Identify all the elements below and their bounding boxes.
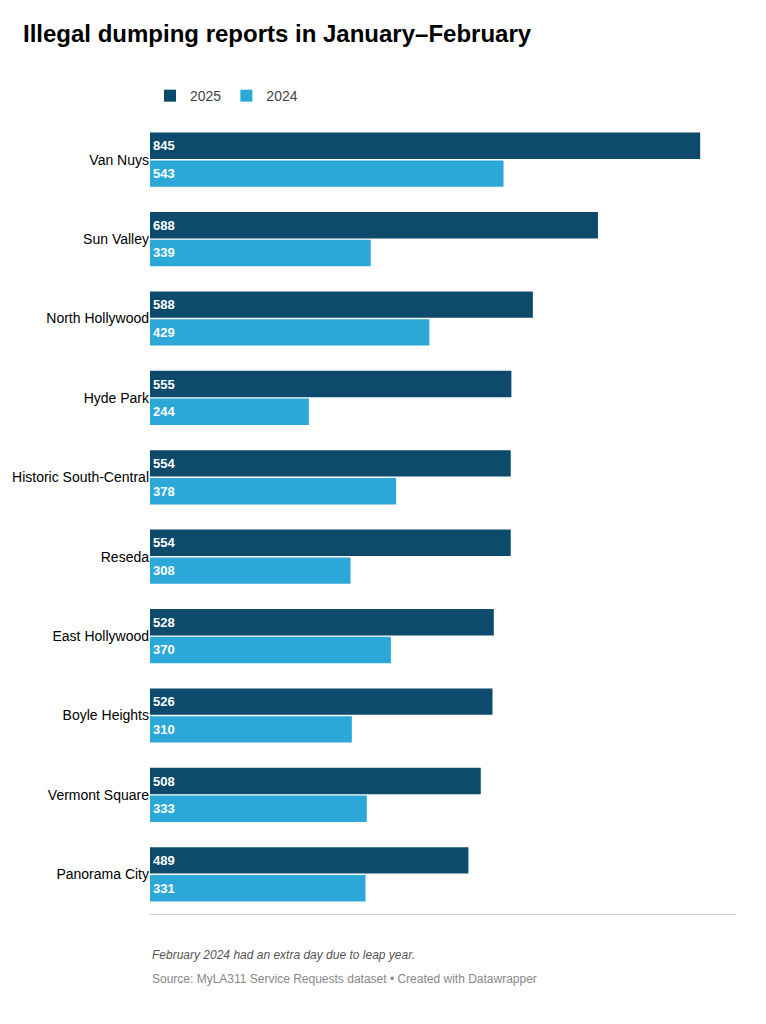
svg-text:Boyle Heights: Boyle Heights xyxy=(63,707,149,723)
svg-text:Illegal dumping reports in Jan: Illegal dumping reports in January–Febru… xyxy=(23,20,532,47)
svg-text:2025: 2025 xyxy=(190,88,221,104)
svg-text:North Hollywood: North Hollywood xyxy=(46,310,149,326)
svg-text:370: 370 xyxy=(153,642,175,657)
svg-text:Vermont Square: Vermont Square xyxy=(48,787,149,803)
svg-text:526: 526 xyxy=(153,694,175,709)
svg-text:Hyde Park: Hyde Park xyxy=(84,390,150,406)
svg-text:East Hollywood: East Hollywood xyxy=(53,628,150,644)
svg-text:331: 331 xyxy=(153,881,175,896)
svg-text:845: 845 xyxy=(153,138,175,153)
svg-text:Van Nuys: Van Nuys xyxy=(89,152,149,168)
svg-text:Source: MyLA311 Service Reques: Source: MyLA311 Service Requests dataset… xyxy=(152,972,537,986)
svg-text:333: 333 xyxy=(153,801,175,816)
svg-text:528: 528 xyxy=(153,615,175,630)
svg-text:378: 378 xyxy=(153,484,175,499)
svg-text:Historic South-Central: Historic South-Central xyxy=(12,469,149,485)
svg-text:554: 554 xyxy=(153,456,175,471)
svg-text:429: 429 xyxy=(153,325,175,340)
svg-text:688: 688 xyxy=(153,218,175,233)
svg-text:554: 554 xyxy=(153,535,175,550)
svg-text:February 2024 had an extra day: February 2024 had an extra day due to le… xyxy=(152,948,415,962)
svg-text:310: 310 xyxy=(153,722,175,737)
svg-text:489: 489 xyxy=(153,853,175,868)
svg-text:Panorama City: Panorama City xyxy=(56,866,149,882)
svg-text:555: 555 xyxy=(153,377,175,392)
svg-text:588: 588 xyxy=(153,297,175,312)
svg-text:244: 244 xyxy=(153,404,175,419)
svg-text:339: 339 xyxy=(153,245,175,260)
svg-text:543: 543 xyxy=(153,166,175,181)
svg-text:2024: 2024 xyxy=(266,88,297,104)
svg-text:Reseda: Reseda xyxy=(101,549,149,565)
svg-text:308: 308 xyxy=(153,563,175,578)
svg-text:508: 508 xyxy=(153,774,175,789)
svg-text:Sun Valley: Sun Valley xyxy=(83,231,149,247)
